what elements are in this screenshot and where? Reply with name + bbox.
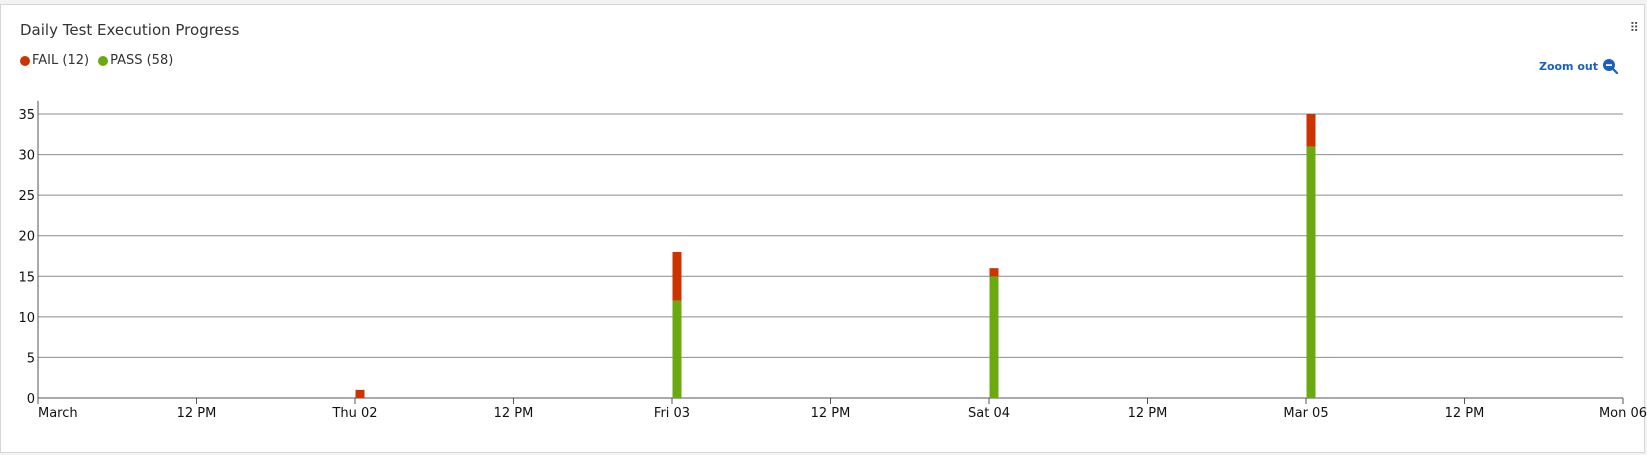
y-tick-label: 15 xyxy=(18,270,35,285)
y-tick-label: 0 xyxy=(27,392,35,407)
bar-fail-thu-02 xyxy=(355,389,365,398)
legend-item-fail[interactable]: FAIL (12) xyxy=(20,53,89,68)
x-tick-label: 12 PM xyxy=(177,406,217,421)
x-tick-label: Mon 06 xyxy=(1599,406,1647,421)
x-tick-label: 12 PM xyxy=(1445,406,1485,421)
x-tick-label: Thu 02 xyxy=(331,406,377,421)
chart-legend: FAIL (12) PASS (58) xyxy=(20,53,173,68)
x-tick-label: Sat 04 xyxy=(968,406,1010,421)
x-tick-label: Fri 03 xyxy=(654,406,690,421)
legend-label-pass: PASS (58) xyxy=(110,53,174,68)
fail-dot-icon xyxy=(20,55,30,66)
x-tick-label: 12 PM xyxy=(1128,406,1168,421)
zoom-out-button[interactable]: Zoom out xyxy=(1539,58,1618,74)
bar-fail-mar-05 xyxy=(1306,114,1316,147)
zoom-out-icon xyxy=(1603,59,1618,74)
bar-pass-sat-04 xyxy=(989,276,999,398)
y-tick-label: 5 xyxy=(27,351,35,366)
y-tick-label: 10 xyxy=(18,311,35,326)
legend-label-fail: FAIL (12) xyxy=(32,53,90,68)
bar-fail-fri-03 xyxy=(672,251,682,301)
y-tick-label: 20 xyxy=(18,230,35,245)
x-tick-label: 12 PM xyxy=(494,406,534,421)
drag-handle-icon[interactable]: ⠿ xyxy=(1629,21,1638,36)
x-tick-label: 12 PM xyxy=(811,406,851,421)
x-tick-label: Mar 05 xyxy=(1283,406,1328,421)
zoom-out-label: Zoom out xyxy=(1538,59,1598,73)
chart-panel: Daily Test Execution Progress ⠿ FAIL (12… xyxy=(0,4,1645,453)
y-tick-label: 30 xyxy=(18,149,35,164)
bar-fail-sat-04 xyxy=(989,268,999,277)
chart-title: Daily Test Execution Progress xyxy=(20,21,240,39)
bar-pass-fri-03 xyxy=(672,300,682,398)
legend-item-pass[interactable]: PASS (58) xyxy=(98,53,173,68)
x-tick-label: March xyxy=(38,406,78,421)
bar-pass-mar-05 xyxy=(1306,146,1316,398)
y-tick-label: 35 xyxy=(18,108,35,123)
pass-dot-icon xyxy=(98,55,109,66)
y-tick-label: 25 xyxy=(18,189,35,204)
